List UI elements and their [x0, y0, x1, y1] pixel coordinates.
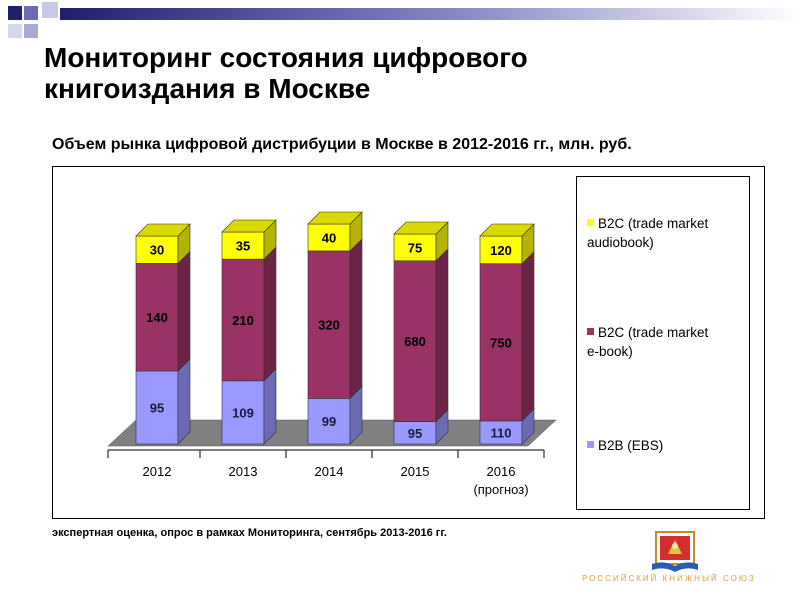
bar-side-2015-series-1 — [435, 248, 449, 423]
data-label-2016-series-1: 750 — [490, 335, 512, 350]
bar-side-2013-series-0 — [263, 368, 277, 445]
x-tick-label-2014: 2014 — [315, 464, 344, 479]
bar-2013-series-0 — [221, 380, 265, 445]
decorative-squares — [0, 0, 70, 50]
legend-item-audiobook: B2C (trade market audiobook) — [587, 214, 747, 252]
data-label-2013-series-1: 210 — [232, 313, 254, 328]
bar-side-2012-series-0 — [177, 358, 191, 445]
data-label-2016-series-2: 120 — [490, 243, 512, 258]
data-label-2015-series-1: 680 — [404, 334, 426, 349]
bar-top-2012 — [135, 223, 191, 237]
legend-label-audiobook-2: audiobook) — [587, 235, 654, 250]
data-label-2013-series-2: 35 — [236, 239, 250, 254]
slide-title-line2: книгоиздания в Москве — [44, 73, 371, 104]
bar-top-2015 — [393, 221, 449, 235]
logo-text: Российский книжный союз — [582, 574, 756, 583]
data-label-2013-series-0: 109 — [232, 405, 254, 420]
bar-2013-series-2 — [221, 231, 265, 260]
legend-label-audiobook-1: B2C (trade market — [598, 216, 709, 231]
x-tick-label-2016: 2016 — [487, 464, 516, 479]
x-tick-sublabel-2016: (прогноз) — [473, 482, 528, 497]
bar-2014-series-0 — [307, 398, 351, 445]
bar-2012-series-0 — [135, 370, 179, 445]
data-label-2012-series-0: 95 — [150, 400, 164, 415]
bar-top-2016 — [479, 223, 535, 237]
legend-label-ebook-2: e-book) — [587, 344, 633, 359]
chart-title: Объем рынка цифровой дистрибуции в Москв… — [52, 136, 632, 153]
top-gradient-bar — [60, 8, 800, 20]
stacked-bar-chart: 95 140 30 2012 109 210 35 2013 99 320 40 2014 95 680 7… — [107, 211, 557, 497]
legend-label-ebook-1: B2C (trade market — [598, 325, 709, 340]
bar-top-2013 — [221, 219, 277, 233]
book-union-logo — [652, 531, 698, 572]
legend-swatch-audiobook — [587, 219, 594, 226]
legend-swatch-ebs — [587, 441, 594, 448]
x-tick-label-2015: 2015 — [401, 464, 430, 479]
data-label-2014-series-0: 99 — [322, 414, 336, 429]
data-label-2012-series-1: 140 — [146, 310, 168, 325]
bar-side-2016-series-1 — [521, 250, 535, 422]
bar-side-2014-series-1 — [349, 238, 363, 400]
bar-side-2012-series-1 — [177, 250, 191, 372]
data-label-2014-series-2: 40 — [322, 230, 336, 245]
slide-title: Мониторинг состояния цифрового книгоизда… — [44, 42, 644, 104]
x-tick-label-2012: 2012 — [143, 464, 172, 479]
data-label-2014-series-1: 320 — [318, 318, 340, 333]
footnote: экспертная оценка, опрос в рамках Монито… — [52, 527, 447, 539]
bar-2015-series-1 — [393, 260, 437, 422]
data-label-2012-series-2: 30 — [150, 243, 164, 258]
bar-side-2013-series-1 — [263, 246, 277, 382]
bar-2013-series-1 — [221, 258, 265, 382]
x-tick-label-2013: 2013 — [229, 464, 258, 479]
data-label-2016-series-0: 110 — [491, 425, 512, 440]
slide-title-line1: Мониторинг состояния цифрового — [44, 42, 528, 73]
bar-2014-series-1 — [307, 250, 351, 399]
bar-2015-series-2 — [393, 233, 437, 262]
legend-item-ebs: B2B (EBS) — [587, 436, 747, 455]
data-label-2015-series-2: 75 — [408, 240, 422, 255]
data-label-2015-series-0: 95 — [408, 426, 422, 441]
legend-item-ebook: B2C (trade market e-book) — [587, 323, 747, 361]
legend-swatch-ebook — [587, 328, 594, 335]
bar-2016-series-2 — [479, 235, 523, 264]
bar-top-2014 — [307, 211, 363, 225]
bar-2016-series-1 — [479, 263, 523, 422]
legend-label-ebs: B2B (EBS) — [598, 438, 664, 453]
chart-legend: B2C (trade market audiobook) B2C (trade … — [576, 176, 750, 510]
